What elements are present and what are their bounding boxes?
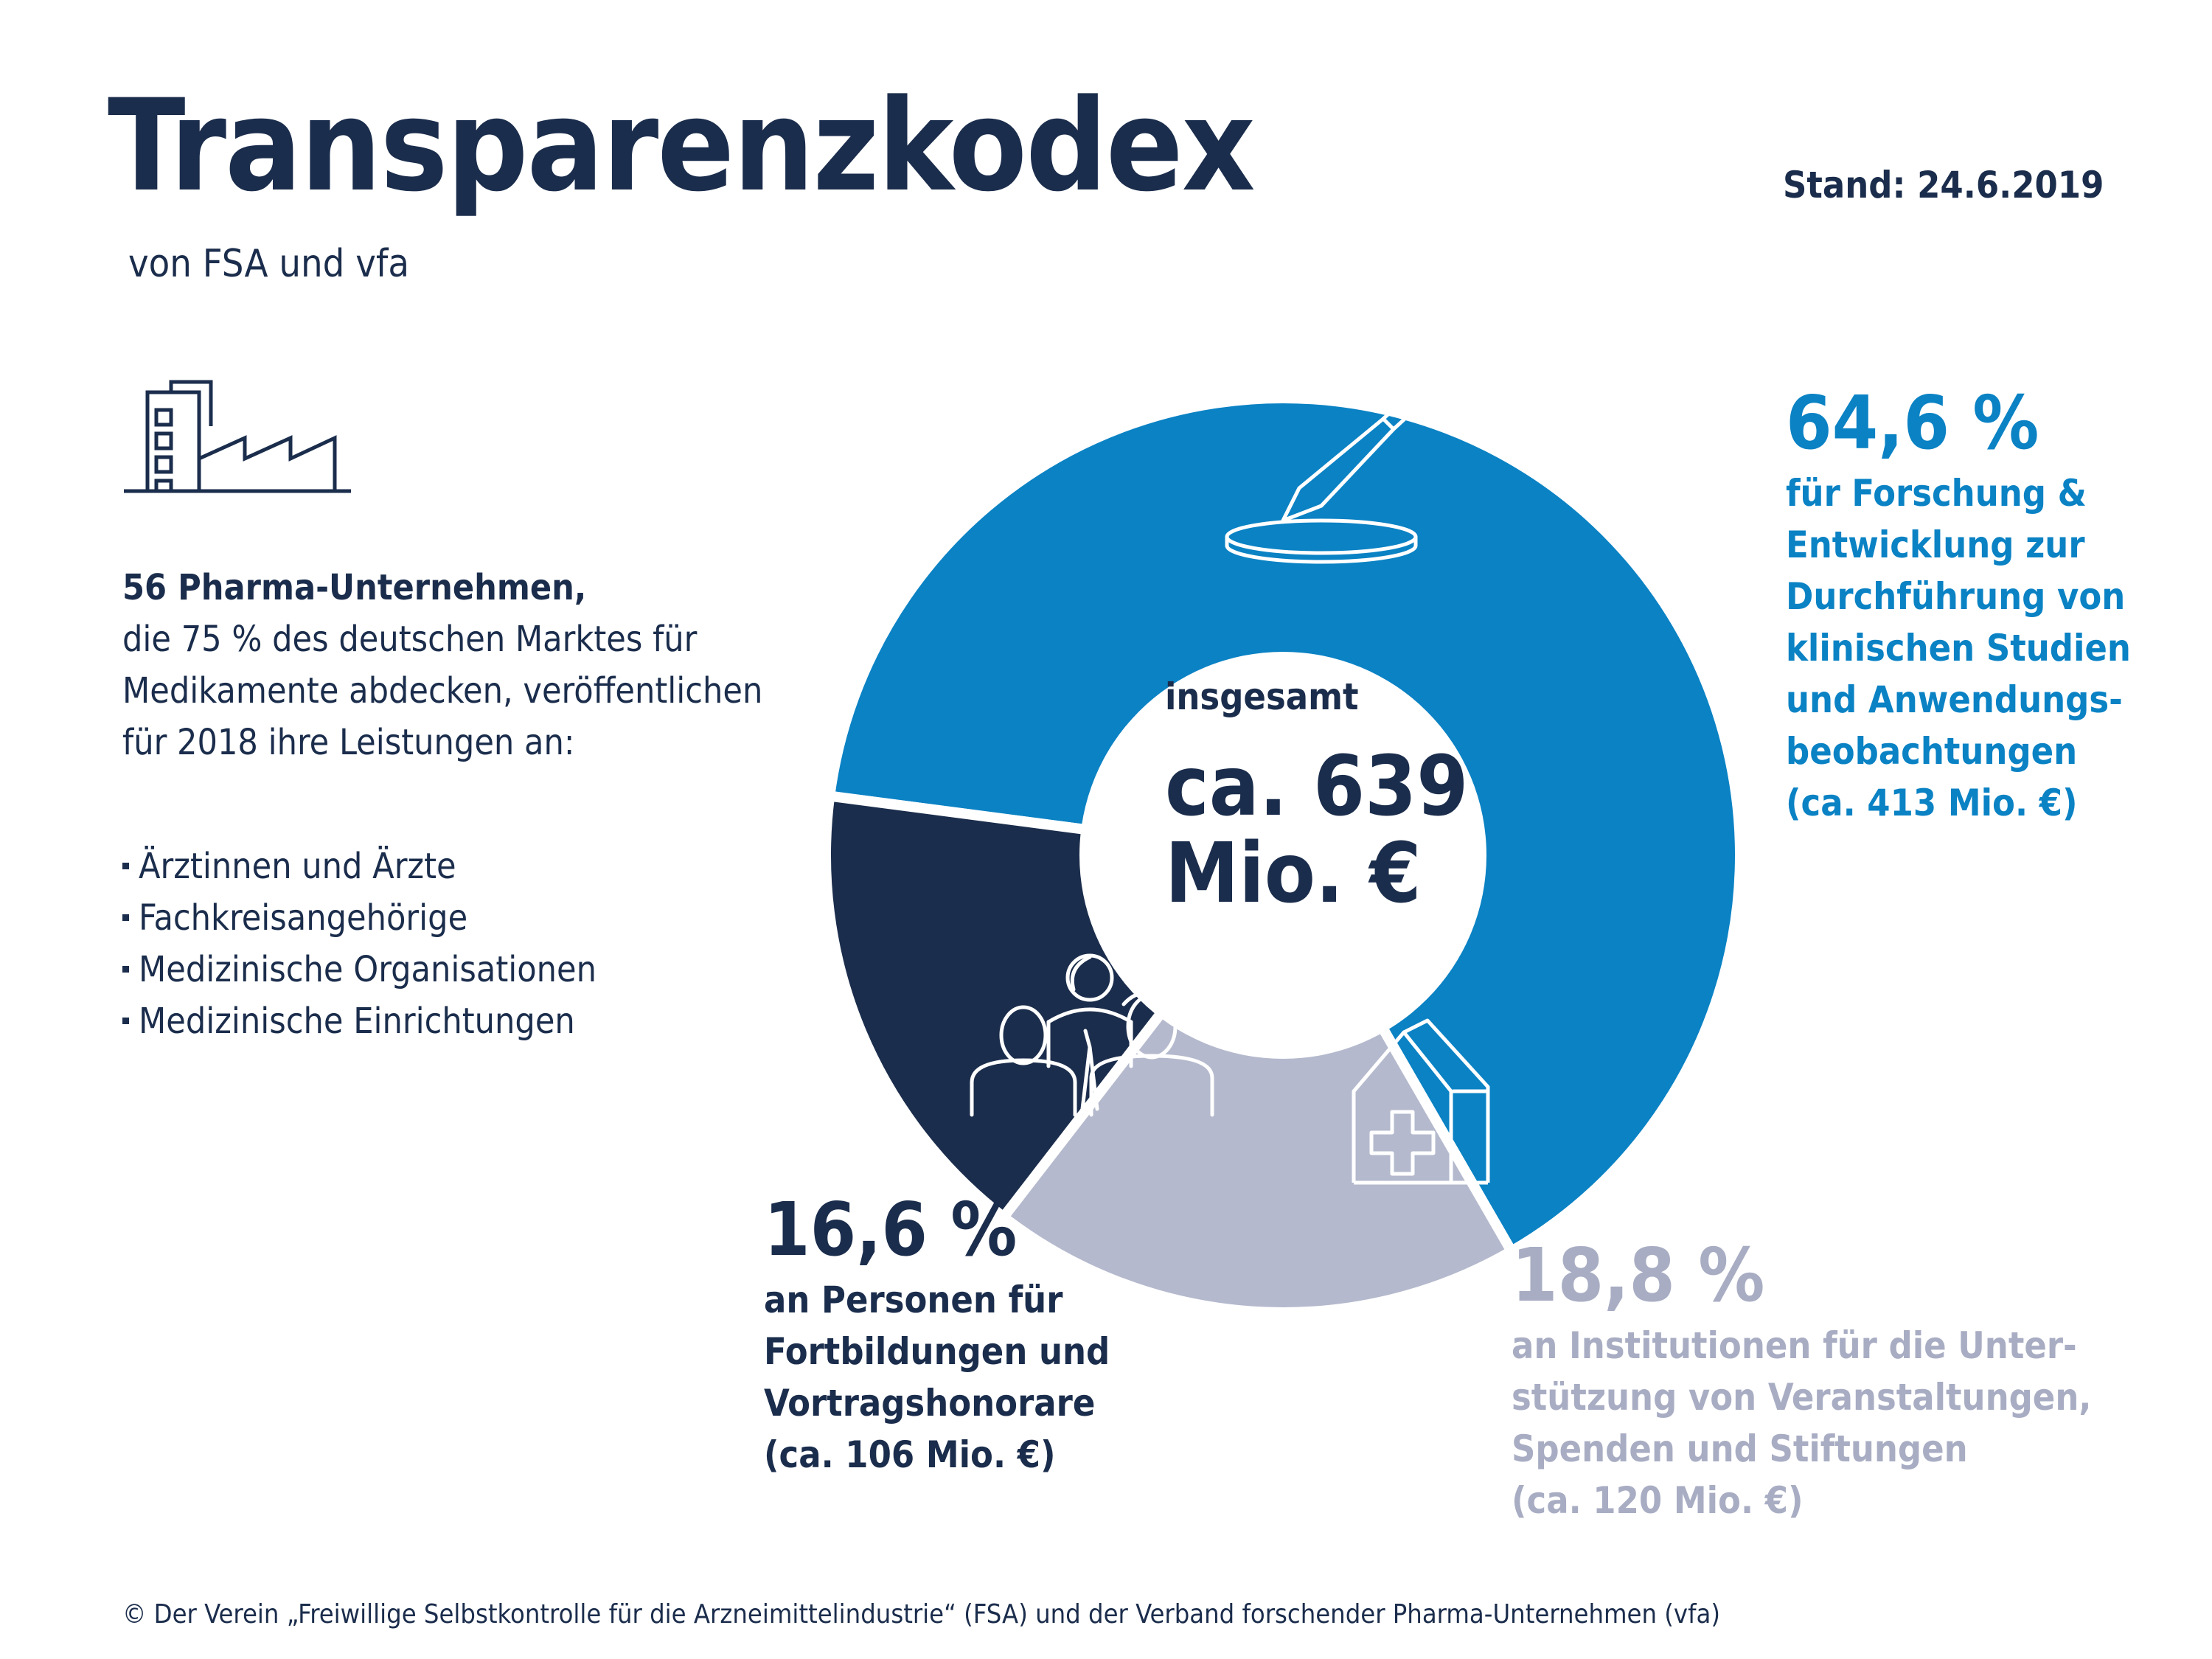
date-stamp: Stand: 24.6.2019 (1783, 164, 2104, 206)
pipette-petri-dish-icon (1225, 390, 1434, 564)
data-label-research-percent: 64,6 % (1786, 380, 2039, 466)
page-subtitle: von FSA und vfa (128, 242, 409, 286)
people-group-icon (970, 953, 1214, 1117)
slice-label-persons: 16,6 % an Personen für Fortbildungen und… (764, 1193, 1177, 1481)
copyright-footer: © Der Verein „Freiwillige Selbstkontroll… (122, 1599, 1720, 1630)
hospital-building-icon (1352, 1018, 1490, 1185)
recipient-list: Ärztinnen und Ärzte Fachkreisangehörige … (122, 841, 597, 1047)
list-item: Medizinische Organisationen (122, 944, 597, 995)
page-title: Transparenzkodex (108, 72, 1256, 220)
data-label-persons-percent: 16,6 % (764, 1186, 1018, 1273)
data-label-research-desc: für Forschung & Entwicklung zur Durchfüh… (1786, 472, 2131, 773)
data-label-persons-amount: (ca. 106 Mio. €) (764, 1433, 1056, 1476)
data-label-research-amount: (ca. 413 Mio. €) (1786, 782, 2078, 824)
intro-body: die 75 % des deutschen Marktes für Medik… (122, 619, 763, 763)
donut-center: insgesamt ca. 639 Mio. € (1165, 678, 1475, 917)
list-item: Ärztinnen und Ärzte (122, 841, 597, 892)
donut-hole (1079, 652, 1486, 1059)
data-label-institutions-amount: (ca. 120 Mio. €) (1512, 1479, 1804, 1522)
data-label-institutions-desc: an Institutionen für die Unter-stützung … (1512, 1324, 2092, 1470)
intro-lead: 56 Pharma-Unternehmen, (122, 567, 587, 608)
slice-label-institutions: 18,8 % an Institutionen für die Unter-st… (1512, 1239, 2101, 1526)
list-item: Fachkreisangehörige (122, 892, 597, 944)
slice-institutions (996, 846, 1519, 1318)
data-label-persons-desc: an Personen für Fortbildungen und Vortra… (764, 1279, 1110, 1425)
total-value: ca. 639 Mio. € (1165, 739, 1469, 922)
data-label-institutions-percent: 18,8 % (1512, 1232, 1765, 1318)
list-item: Medizinische Einrichtungen (122, 995, 597, 1047)
slice-label-research: 64,6 % für Forschung & Entwicklung zur D… (1786, 386, 2169, 829)
intro-text: 56 Pharma-Unternehmen, die 75 % des deut… (122, 562, 786, 768)
total-label: insgesamt (1165, 675, 1359, 718)
